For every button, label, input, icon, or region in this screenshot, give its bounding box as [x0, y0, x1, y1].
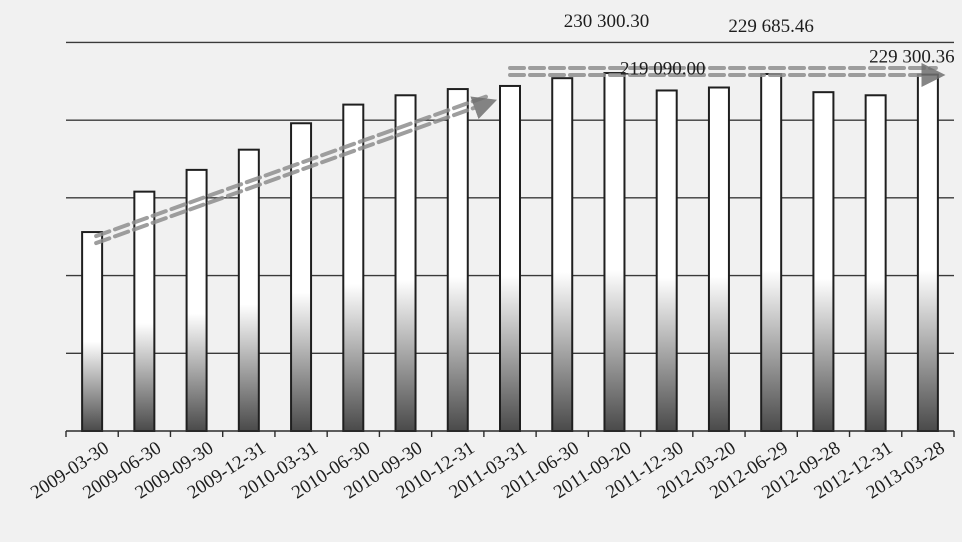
trend-arrow-line [94, 93, 490, 239]
bar [760, 73, 783, 432]
data-label: 229 300.36 [869, 47, 955, 68]
bar [499, 84, 521, 432]
bar [864, 94, 887, 432]
data-label: 229 685.46 [728, 16, 814, 37]
x-axis [65, 430, 955, 437]
bar [707, 86, 730, 432]
bar [655, 89, 678, 432]
bar [551, 77, 574, 433]
bar [446, 88, 469, 432]
bar [812, 91, 835, 433]
trend-arrow [94, 96, 498, 246]
bars [81, 72, 939, 433]
bar [394, 94, 417, 432]
trend-arrows [94, 62, 946, 246]
bar [916, 73, 939, 432]
bar [603, 72, 626, 432]
data-label: 219 090.00 [620, 58, 706, 79]
bar [290, 122, 313, 432]
data-label: 230 300.30 [564, 11, 650, 32]
bar [81, 231, 104, 432]
